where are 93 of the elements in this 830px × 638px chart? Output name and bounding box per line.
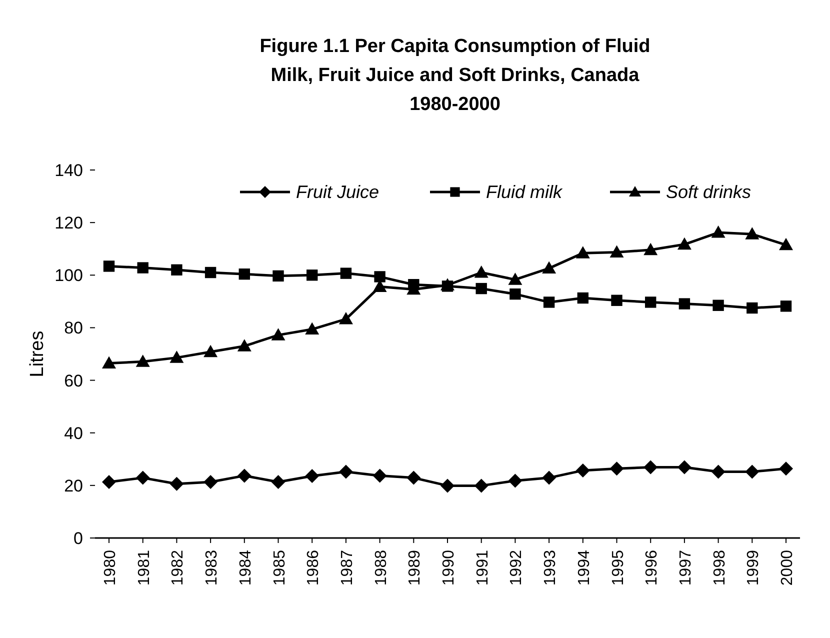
point <box>338 464 353 479</box>
x-tick-label: 1985 <box>271 550 288 586</box>
point <box>170 476 184 491</box>
point <box>440 478 454 493</box>
y-tick-label: 80 <box>64 318 83 338</box>
point <box>577 292 588 304</box>
point <box>338 312 353 324</box>
point <box>474 478 488 493</box>
x-tick-label: 1996 <box>644 550 661 586</box>
point <box>677 460 692 474</box>
point <box>374 271 386 282</box>
point <box>406 470 421 485</box>
x-tick-label: 1991 <box>474 550 492 586</box>
point <box>711 226 726 238</box>
point <box>136 354 150 367</box>
point <box>779 238 793 250</box>
point <box>576 246 590 258</box>
x-tick-label: 1993 <box>542 550 560 586</box>
point <box>746 302 758 314</box>
point <box>137 262 148 274</box>
point <box>712 300 724 311</box>
point <box>171 264 182 276</box>
point <box>102 356 116 368</box>
x-tick-label: 2000 <box>779 550 796 586</box>
point <box>136 470 150 485</box>
point <box>170 350 184 363</box>
point <box>204 475 218 490</box>
legend-label: Fluid milk <box>486 182 564 202</box>
point <box>542 261 556 274</box>
point <box>103 260 115 272</box>
point <box>372 468 387 483</box>
y-tick-label: 0 <box>74 529 83 548</box>
y-tick-label: 100 <box>54 266 83 286</box>
x-tick-label: 1989 <box>406 550 424 586</box>
point <box>711 464 726 479</box>
x-tick-label: 1980 <box>102 550 119 586</box>
x-tick-label: 1988 <box>372 550 390 586</box>
y-tick-label: 40 <box>64 424 83 443</box>
point <box>542 470 556 485</box>
point <box>305 322 320 335</box>
point <box>677 237 692 250</box>
point <box>611 294 622 306</box>
point <box>272 270 284 282</box>
point <box>610 245 624 258</box>
point <box>543 296 555 308</box>
x-tick-label: 1981 <box>136 550 153 586</box>
x-tick-label: 1992 <box>508 550 526 586</box>
point <box>645 296 656 308</box>
x-tick-label: 1994 <box>576 550 593 586</box>
x-tick-label: 1999 <box>745 550 762 586</box>
point <box>237 468 252 483</box>
legend-label: Fruit Juice <box>296 182 380 202</box>
point <box>510 288 521 300</box>
y-tick-label: 120 <box>54 214 83 233</box>
point <box>305 468 320 483</box>
point <box>306 270 318 281</box>
point <box>644 460 658 474</box>
point <box>474 266 488 278</box>
chart-title: Figure 1.1 Per Capita Consumption of Fluid Milk, Fruit Juice and Soft Drinks, Canada 1980-2000 <box>260 36 650 115</box>
point <box>204 344 218 358</box>
point <box>204 266 216 278</box>
point <box>508 474 522 488</box>
point <box>678 298 690 310</box>
x-tick-label: 1986 <box>305 550 322 586</box>
x-tick-label: 1990 <box>440 550 458 586</box>
point <box>745 464 760 479</box>
x-tick-label: 1998 <box>711 550 728 586</box>
legend-label: Soft drinks <box>666 182 752 202</box>
x-tick-label: 1983 <box>204 550 221 586</box>
point <box>576 463 590 478</box>
point <box>476 282 487 294</box>
point <box>779 462 793 476</box>
x-tick-label: 1984 <box>237 550 254 586</box>
point <box>440 278 454 290</box>
point <box>237 339 252 352</box>
point <box>745 227 760 240</box>
point <box>238 268 250 280</box>
point <box>780 300 792 312</box>
y-tick-label: 60 <box>64 371 83 390</box>
point <box>271 475 286 490</box>
x-tick-label: 1995 <box>610 550 627 586</box>
x-tick-label: 1987 <box>338 550 356 586</box>
point <box>271 328 286 340</box>
point <box>644 242 658 256</box>
point <box>508 272 522 285</box>
x-tick-label: 1982 <box>170 550 187 586</box>
y-axis-title: Litres <box>27 330 48 378</box>
y-tick-label: 140 <box>54 161 83 180</box>
y-tick-label: 20 <box>64 476 83 496</box>
x-tick-label: 1997 <box>677 550 694 586</box>
point <box>610 462 624 476</box>
point <box>340 268 352 279</box>
point <box>102 475 116 490</box>
